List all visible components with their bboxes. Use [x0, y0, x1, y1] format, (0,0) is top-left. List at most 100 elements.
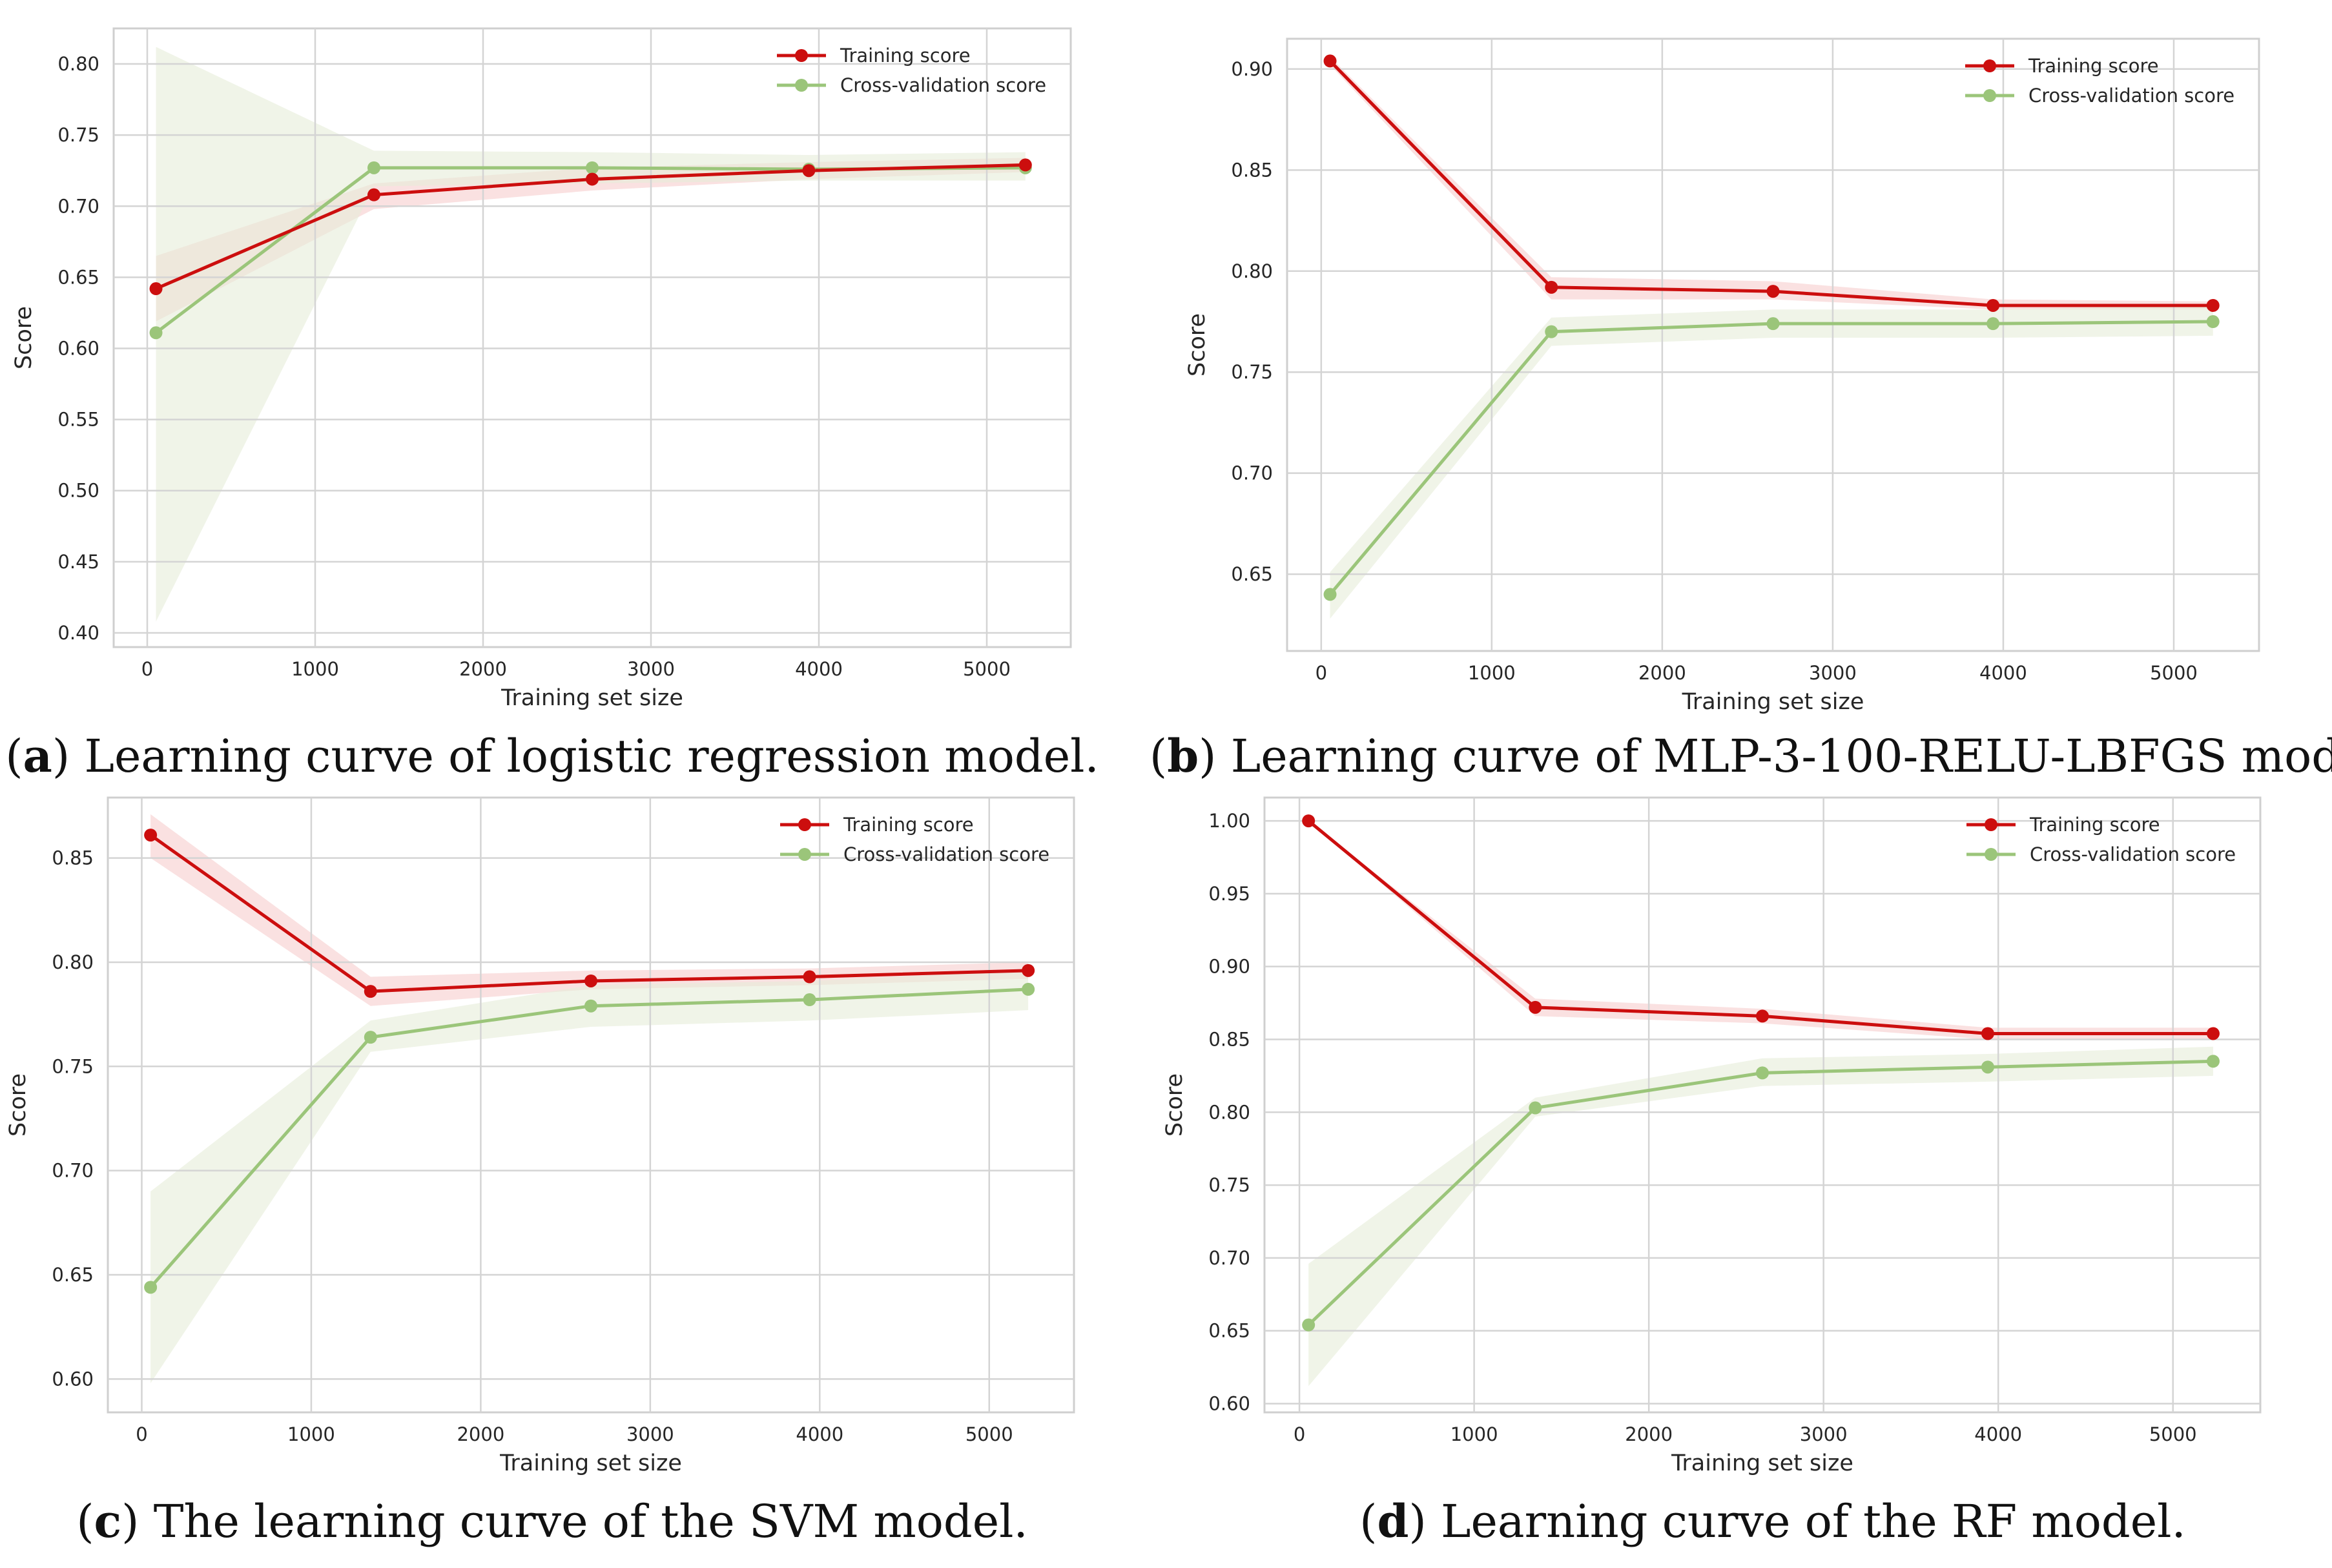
panel-d-ylabel: Score	[1162, 1073, 1188, 1137]
panel-d-legend: Training score Cross-validation score	[1966, 814, 2236, 865]
training-score-point	[586, 172, 599, 186]
y-tick-label: 1.00	[1208, 810, 1250, 832]
panel-a-lines	[149, 158, 1032, 340]
x-tick-label: 2000	[457, 1423, 504, 1445]
training-score-point	[584, 974, 597, 987]
training-score-point	[1986, 298, 2000, 312]
panel-c-grid	[108, 798, 1074, 1412]
y-tick-label: 0.65	[57, 266, 99, 288]
panel-b: 0 1000 2000 3000 4000 5000 0.65 0.70 0.75 0.80 0.8…	[1150, 37, 2332, 783]
y-tick-label: 0.80	[1231, 260, 1273, 282]
x-tick-label: 2000	[1625, 1423, 1673, 1445]
panel-a-caption-text: Learning curve of logistic regression mo…	[84, 730, 1099, 783]
legend-cv-label: Cross-validation score	[2030, 843, 2236, 865]
panel-a: 0 1000 2000 3000 4000 5000 0.40 0.45 0.50 0.55 0.6…	[5, 27, 1099, 783]
legend-training-label: Training score	[2028, 55, 2159, 77]
x-tick-label: 5000	[963, 658, 1011, 680]
training-score-point	[1529, 1000, 1542, 1014]
training-score-point	[1022, 964, 1035, 977]
cv-score-point	[2206, 1055, 2220, 1068]
panel-a-caption-letter: a	[23, 729, 52, 783]
training-score-point	[1545, 280, 1558, 294]
cv-score-point	[144, 1281, 158, 1294]
x-tick-label: 3000	[1800, 1423, 1848, 1445]
training-score-point	[1018, 158, 1032, 172]
panel-d-xlabel: Training set size	[1671, 1450, 1853, 1476]
legend-cv-label: Cross-validation score	[843, 843, 1049, 865]
cv-score-point	[1022, 982, 1035, 996]
x-tick-label: 4000	[795, 658, 843, 680]
panel-c-legend: Training score Cross-validation score	[780, 814, 1049, 865]
panel-c-caption-letter: c	[94, 1494, 122, 1548]
legend-training-label: Training score	[2029, 814, 2160, 836]
training-score-point	[1981, 1027, 1994, 1040]
y-tick-label: 0.70	[1231, 462, 1273, 484]
y-tick-label: 0.65	[1231, 563, 1273, 585]
panel-c-ylabel: Score	[5, 1073, 31, 1137]
panel-b-lines	[1323, 54, 2220, 601]
y-tick-label: 0.65	[1208, 1320, 1250, 1342]
panel-d: 0 1000 2000 3000 4000 5000 0.60 0.65 0.70 0.75 0.8…	[1162, 796, 2262, 1548]
cv-score-point	[1981, 1060, 1994, 1074]
panel-b-caption-letter: b	[1167, 729, 1199, 783]
panel-d-lines	[1302, 814, 2220, 1332]
y-tick-label: 0.65	[52, 1264, 94, 1286]
x-tick-label: 1000	[1450, 1423, 1498, 1445]
cv-score-point	[1545, 325, 1558, 338]
x-tick-label: 5000	[2149, 1423, 2197, 1445]
x-tick-label: 4000	[796, 1423, 843, 1445]
cv-score-point	[364, 1031, 377, 1044]
panel-c-bands	[150, 814, 1029, 1383]
cv-score-point	[584, 999, 597, 1013]
cv-score-point	[1302, 1318, 1316, 1332]
legend-training-label: Training score	[843, 814, 974, 836]
panel-b-caption: (b) Learning curve of MLP-3-100-RELU-LBF…	[1150, 729, 2332, 783]
y-tick-label: 0.75	[1208, 1174, 1250, 1196]
x-tick-label: 5000	[2150, 662, 2198, 684]
panel-d-caption: (d) Learning curve of the RF model.	[1359, 1494, 2186, 1548]
x-tick-label: 0	[1294, 1423, 1305, 1445]
panel-b-plot-area	[1286, 37, 2260, 652]
training-score-point	[149, 282, 163, 296]
y-tick-label: 0.50	[57, 480, 99, 502]
y-tick-label: 0.60	[52, 1368, 94, 1390]
y-tick-label: 0.45	[57, 551, 99, 573]
y-tick-label: 0.60	[57, 338, 99, 360]
panel-b-ticks: 0 1000 2000 3000 4000 5000 0.65 0.70 0.75 0.80 0.8…	[1231, 58, 2197, 684]
cv-score-point	[586, 161, 599, 174]
panel-c-lines	[144, 829, 1035, 1294]
x-tick-label: 2000	[1638, 662, 1686, 684]
x-tick-label: 0	[1316, 662, 1327, 684]
x-tick-label: 4000	[1979, 662, 2027, 684]
cv-score-point	[1323, 588, 1337, 601]
cv-score-point	[367, 161, 380, 174]
x-tick-label: 0	[136, 1423, 147, 1445]
cv-score-point	[1529, 1101, 1542, 1115]
panel-c-caption-text: The learning curve of the SVM model.	[154, 1495, 1028, 1548]
y-tick-label: 0.75	[57, 124, 99, 146]
legend-training-label: Training score	[840, 45, 971, 67]
panel-a-grid	[114, 28, 1071, 647]
legend-training-marker	[795, 49, 808, 62]
legend-training-marker	[1985, 818, 1997, 831]
y-tick-label: 0.75	[52, 1055, 94, 1077]
x-tick-label: 2000	[459, 658, 507, 680]
panel-b-caption-text: Learning curve of MLP-3-100-RELU-LBFGS m…	[1231, 730, 2332, 783]
legend-cv-marker	[798, 848, 811, 861]
training-score-point	[803, 970, 816, 984]
training-score-point	[2206, 298, 2220, 312]
cv-score-point	[1766, 317, 1780, 331]
x-tick-label: 1000	[291, 658, 339, 680]
panel-a-xlabel: Training set size	[500, 685, 683, 711]
y-tick-label: 0.85	[1231, 159, 1273, 181]
panel-b-xlabel: Training set size	[1682, 689, 1864, 715]
y-tick-label: 0.80	[57, 53, 99, 75]
panel-d-grid	[1264, 798, 2260, 1412]
x-tick-label: 4000	[1974, 1423, 2022, 1445]
y-tick-label: 0.75	[1231, 361, 1273, 383]
training-score-point	[1756, 1009, 1769, 1023]
panel-d-caption-text: Learning curve of the RF model.	[1441, 1495, 2186, 1548]
y-tick-label: 0.90	[1231, 58, 1273, 80]
y-tick-label: 0.85	[52, 847, 94, 869]
